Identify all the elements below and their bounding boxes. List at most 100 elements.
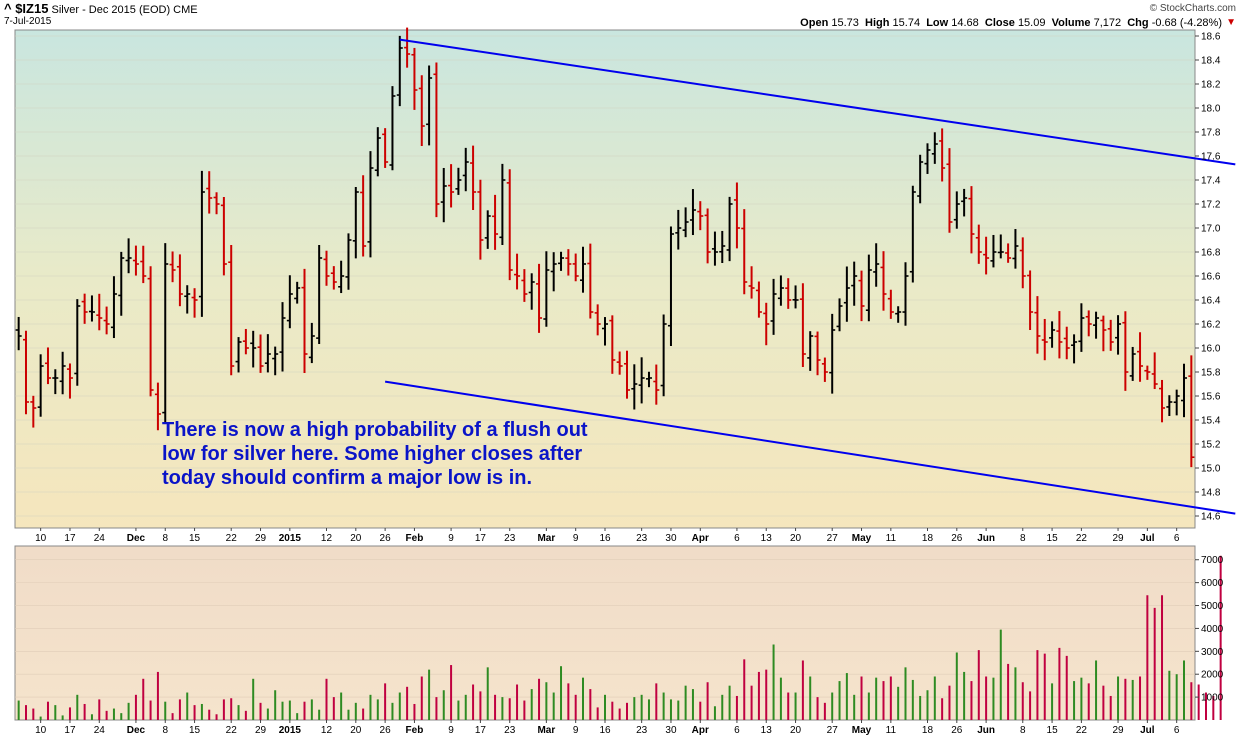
price-bar bbox=[74, 299, 81, 386]
xtick-label-bottom: 17 bbox=[64, 725, 76, 736]
price-ytick-label: 15.6 bbox=[1201, 392, 1221, 403]
low-value: 14.68 bbox=[951, 17, 979, 29]
price-bar bbox=[917, 154, 924, 204]
price-bar bbox=[66, 363, 73, 399]
symbol: ^ $IZ15 bbox=[4, 1, 49, 16]
price-bar bbox=[909, 185, 916, 283]
xtick-label-bottom: 22 bbox=[226, 725, 238, 736]
price-bar bbox=[1093, 311, 1100, 339]
price-bar bbox=[726, 196, 733, 262]
price-bar bbox=[360, 175, 367, 257]
price-bar bbox=[1181, 363, 1188, 418]
price-bar bbox=[609, 315, 616, 374]
xtick-label-top: 23 bbox=[504, 533, 516, 544]
price-bar bbox=[748, 266, 755, 299]
xtick-label-bottom: 2015 bbox=[279, 725, 302, 736]
volume-value: 7,172 bbox=[1093, 17, 1122, 29]
price-bar bbox=[323, 250, 330, 286]
chart-title: ^ $IZ15 Silver - Dec 2015 (EOD) CME bbox=[4, 1, 198, 16]
xtick-label-bottom: 9 bbox=[448, 725, 454, 736]
price-bar bbox=[821, 357, 828, 382]
price-bar bbox=[814, 331, 821, 376]
price-bar bbox=[440, 167, 447, 223]
price-bar bbox=[140, 245, 147, 284]
xtick-label-top: 26 bbox=[380, 533, 392, 544]
price-ytick-label: 14.6 bbox=[1201, 512, 1221, 523]
price-bar bbox=[836, 298, 843, 332]
price-bar bbox=[631, 364, 638, 410]
price-bar bbox=[206, 171, 213, 214]
xtick-label-top: 27 bbox=[827, 533, 839, 544]
volume-ytick-label: 3000 bbox=[1201, 647, 1224, 658]
price-bar bbox=[719, 230, 726, 263]
xtick-label-bottom: 8 bbox=[1020, 725, 1026, 736]
price-bar bbox=[514, 253, 521, 290]
price-ytick-label: 15.0 bbox=[1201, 464, 1221, 475]
price-ytick-label: 16.4 bbox=[1201, 296, 1221, 307]
price-bar bbox=[1071, 334, 1078, 364]
price-ytick-label: 14.8 bbox=[1201, 488, 1221, 499]
price-bar bbox=[550, 252, 557, 292]
price-bar bbox=[433, 62, 440, 218]
volume-panel bbox=[14, 545, 1196, 721]
price-bar bbox=[1151, 352, 1158, 390]
price-bar bbox=[81, 293, 88, 324]
price-bar bbox=[220, 196, 227, 276]
price-bar bbox=[645, 371, 652, 388]
xtick-label-bottom: Dec bbox=[127, 725, 146, 736]
price-bar bbox=[492, 194, 499, 250]
price-bar bbox=[858, 270, 865, 322]
price-bar bbox=[587, 243, 594, 319]
price-bar bbox=[785, 278, 792, 309]
price-bar bbox=[939, 128, 946, 182]
price-bar bbox=[865, 254, 872, 322]
price-bar bbox=[983, 236, 990, 275]
price-bar bbox=[44, 347, 51, 385]
xtick-label-bottom: 10 bbox=[35, 725, 47, 736]
xtick-label-top: 15 bbox=[1047, 533, 1059, 544]
close-value: 15.09 bbox=[1017, 17, 1046, 29]
price-bar bbox=[975, 224, 982, 264]
xtick-label-top: 16 bbox=[599, 533, 611, 544]
high-value: 15.74 bbox=[892, 17, 921, 29]
xtick-label-top: 9 bbox=[573, 533, 579, 544]
price-panel bbox=[14, 29, 1196, 529]
annotation-text: There is now a high probability of a flu… bbox=[162, 419, 588, 489]
price-bar bbox=[110, 276, 117, 339]
price-bar bbox=[389, 86, 396, 171]
price-ytick-label: 18.4 bbox=[1201, 56, 1221, 67]
close-label: Close bbox=[984, 17, 1015, 29]
xtick-label-top: 8 bbox=[162, 533, 168, 544]
price-ytick-label: 15.4 bbox=[1201, 416, 1221, 427]
xtick-label-bottom: 27 bbox=[827, 725, 839, 736]
xtick-label-bottom: Feb bbox=[406, 725, 424, 736]
xtick-label-top: Jul bbox=[1140, 533, 1155, 544]
price-bar bbox=[1122, 311, 1129, 391]
volume-ytick-label: 2000 bbox=[1201, 670, 1224, 681]
price-bar bbox=[594, 304, 601, 336]
price-bar bbox=[990, 234, 997, 268]
xtick-label-top: 29 bbox=[255, 533, 267, 544]
price-bar bbox=[675, 209, 682, 250]
price-bar bbox=[946, 148, 953, 233]
price-bar bbox=[330, 266, 337, 290]
price-bar bbox=[638, 357, 645, 404]
price-bar bbox=[228, 245, 235, 376]
price-bar bbox=[477, 179, 484, 260]
xtick-label-bottom: 12 bbox=[321, 725, 333, 736]
chg-value: -0.68 (-4.28%) bbox=[1151, 17, 1222, 29]
price-bar bbox=[565, 249, 572, 276]
open-value: 15.73 bbox=[831, 17, 859, 29]
price-bar bbox=[455, 167, 462, 195]
price-bar bbox=[873, 243, 880, 287]
xtick-label-bottom: 9 bbox=[573, 725, 579, 736]
price-bar bbox=[1085, 310, 1092, 337]
price-bar bbox=[426, 65, 433, 146]
volume-ytick-label: 6000 bbox=[1201, 578, 1224, 589]
price-bar bbox=[272, 346, 279, 376]
price-bar bbox=[96, 293, 103, 331]
xtick-label-bottom: Jun bbox=[977, 725, 995, 736]
price-bar bbox=[132, 245, 139, 276]
price-bar bbox=[1019, 237, 1026, 289]
